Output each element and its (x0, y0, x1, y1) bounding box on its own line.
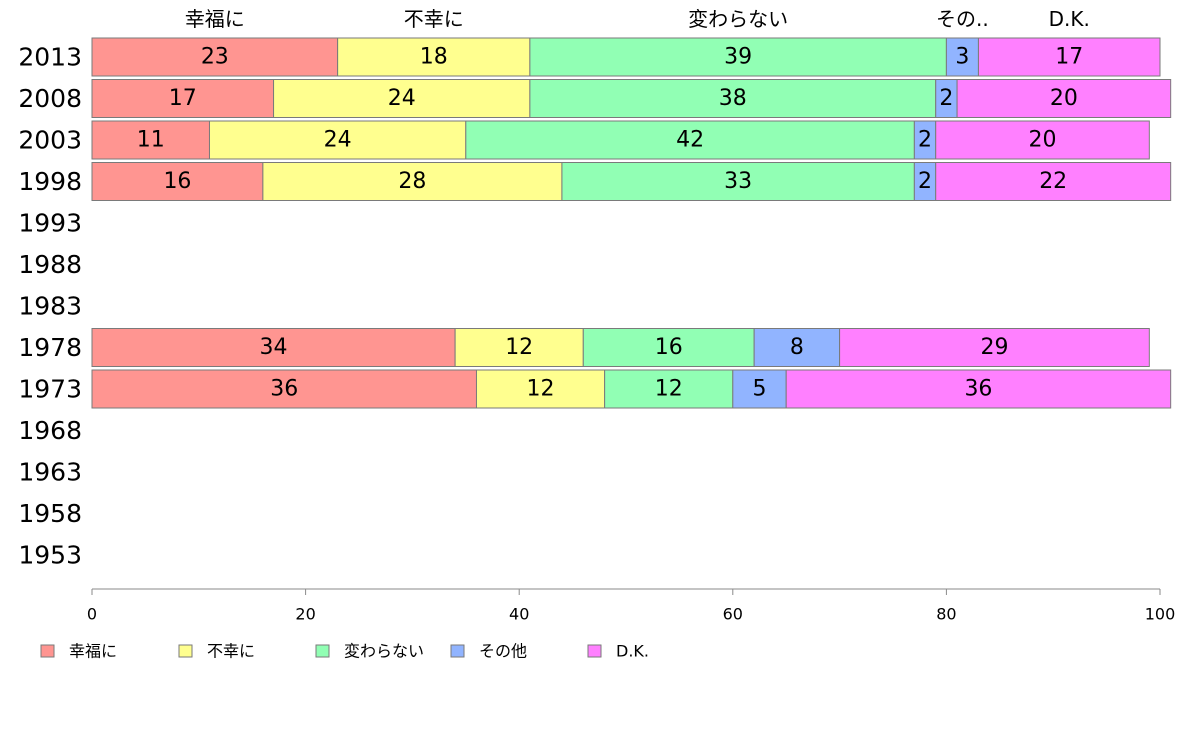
bar-value-label-1998-4: 22 (1039, 169, 1067, 194)
legend-label-0: 幸福に (69, 642, 117, 661)
bar-segment-1973-3 (732, 369, 787, 409)
series-top-label-4: D.K. (1049, 7, 1090, 31)
legend-swatch-1 (178, 644, 193, 658)
bar-value-label-2008-0: 17 (169, 86, 197, 111)
bar-value-label-2008-2: 38 (719, 86, 747, 111)
bar-segment-1998-0 (91, 162, 264, 201)
series-top-label-1: 不幸に (404, 7, 464, 31)
bar-segment-1978-4 (839, 328, 1150, 367)
bar-segment-2008-4 (956, 79, 1172, 118)
bar-segment-2003-0 (91, 120, 210, 160)
bar-segment-2013-1 (337, 37, 531, 77)
bar-value-label-1978-0: 34 (260, 335, 288, 360)
bar-value-label-2008-3: 2 (939, 86, 953, 111)
legend-swatch-4 (587, 644, 602, 658)
bar-value-label-2003-4: 20 (1029, 128, 1057, 153)
x-tick-label-40: 40 (509, 605, 529, 624)
legend-label-1: 不幸に (207, 642, 255, 661)
bar-segment-1978-1 (454, 328, 584, 367)
bar-segment-2008-0 (91, 79, 275, 118)
legend: 幸福に 不幸に 変わらない その他 D.K. (40, 642, 649, 661)
bar-value-label-1973-0: 36 (270, 377, 298, 402)
year-label-1998: 1998 (18, 167, 82, 196)
year-label-1978: 1978 (18, 333, 82, 362)
bar-value-label-2008-4: 20 (1050, 86, 1078, 111)
legend-swatch-0 (40, 644, 55, 658)
bar-value-label-1978-1: 12 (505, 335, 533, 360)
bar-segment-2013-0 (91, 37, 339, 77)
bar-value-label-2013-1: 18 (420, 45, 448, 70)
bar-segment-2003-1 (208, 120, 467, 160)
bar-segment-1973-2 (604, 369, 734, 409)
series-top-label-2: 変わらない (688, 7, 788, 31)
bar-segment-1973-4 (785, 369, 1172, 409)
bar-value-label-2003-1: 24 (324, 128, 352, 153)
bar-value-label-1998-2: 33 (724, 169, 752, 194)
bar-segment-2013-2 (529, 37, 947, 77)
legend-label-3: その他 (479, 642, 527, 661)
legend-swatch-3 (450, 644, 465, 658)
year-label-1973: 1973 (18, 375, 82, 404)
year-label-2008: 2008 (18, 84, 82, 113)
bar-value-label-1998-3: 2 (918, 169, 932, 194)
bar-segment-2003-4 (935, 120, 1150, 160)
bar-value-label-1978-2: 16 (655, 335, 683, 360)
x-tick-label-20: 20 (295, 605, 315, 624)
series-top-label-3: その.. (936, 7, 989, 31)
bar-segment-1973-1 (475, 369, 606, 409)
year-label-1968: 1968 (18, 416, 82, 445)
bar-segment-2008-1 (273, 79, 531, 118)
bar-segment-2003-2 (465, 120, 915, 160)
bar-segment-1978-0 (91, 328, 456, 367)
bar-segment-1973-0 (91, 369, 477, 409)
series-top-label-0: 幸福に (185, 7, 245, 31)
x-axis: 0 20 40 60 80 100 (87, 588, 1176, 624)
bar-value-label-2013-4: 17 (1055, 45, 1083, 70)
bar-value-label-2003-3: 2 (918, 128, 932, 153)
bar-value-label-1998-0: 16 (163, 169, 191, 194)
bar-value-label-2008-1: 24 (388, 86, 416, 111)
bar-value-label-2013-2: 39 (724, 45, 752, 70)
bar-segment-2008-2 (529, 79, 937, 118)
x-tick-label-80: 80 (936, 605, 956, 624)
bar-value-label-1973-4: 36 (964, 377, 992, 402)
year-label-1953: 1953 (18, 541, 82, 570)
year-label-1983: 1983 (18, 292, 82, 321)
year-label-1958: 1958 (18, 499, 82, 528)
bar-value-label-2003-0: 11 (137, 128, 165, 153)
legend-label-2: 変わらない (344, 642, 424, 661)
x-tick-label-0: 0 (87, 605, 97, 624)
x-tick-label-60: 60 (723, 605, 743, 624)
legend-swatch-2 (315, 644, 330, 658)
bar-value-label-1973-3: 5 (753, 377, 767, 402)
year-labels: 2013 2008 2003 1998 1993 1988 1983 1978 1973 1968… (18, 43, 82, 570)
year-label-1963: 1963 (18, 458, 82, 487)
bar-value-label-1973-1: 12 (527, 377, 555, 402)
bar-segment-2013-4 (977, 37, 1161, 77)
year-label-1988: 1988 (18, 250, 82, 279)
bar-value-label-1973-2: 12 (655, 377, 683, 402)
series-top-labels: 幸福に 不幸に 変わらない その.. D.K. (185, 7, 1090, 31)
bar-segment-1998-4 (935, 162, 1172, 201)
year-label-2013: 2013 (18, 43, 82, 72)
bar-segment-1978-3 (753, 328, 841, 367)
bar-value-label-2003-2: 42 (676, 128, 704, 153)
legend-label-4: D.K. (616, 642, 649, 661)
bar-value-label-1978-3: 8 (790, 335, 804, 360)
x-tick-label-100: 100 (1145, 605, 1176, 624)
bar-value-label-2013-3: 3 (955, 45, 969, 70)
bar-value-label-1978-4: 29 (980, 335, 1008, 360)
year-label-2003: 2003 (18, 126, 82, 155)
bar-value-label-2013-0: 23 (201, 45, 229, 70)
bar-value-label-1998-1: 28 (398, 169, 426, 194)
year-label-1993: 1993 (18, 209, 82, 238)
